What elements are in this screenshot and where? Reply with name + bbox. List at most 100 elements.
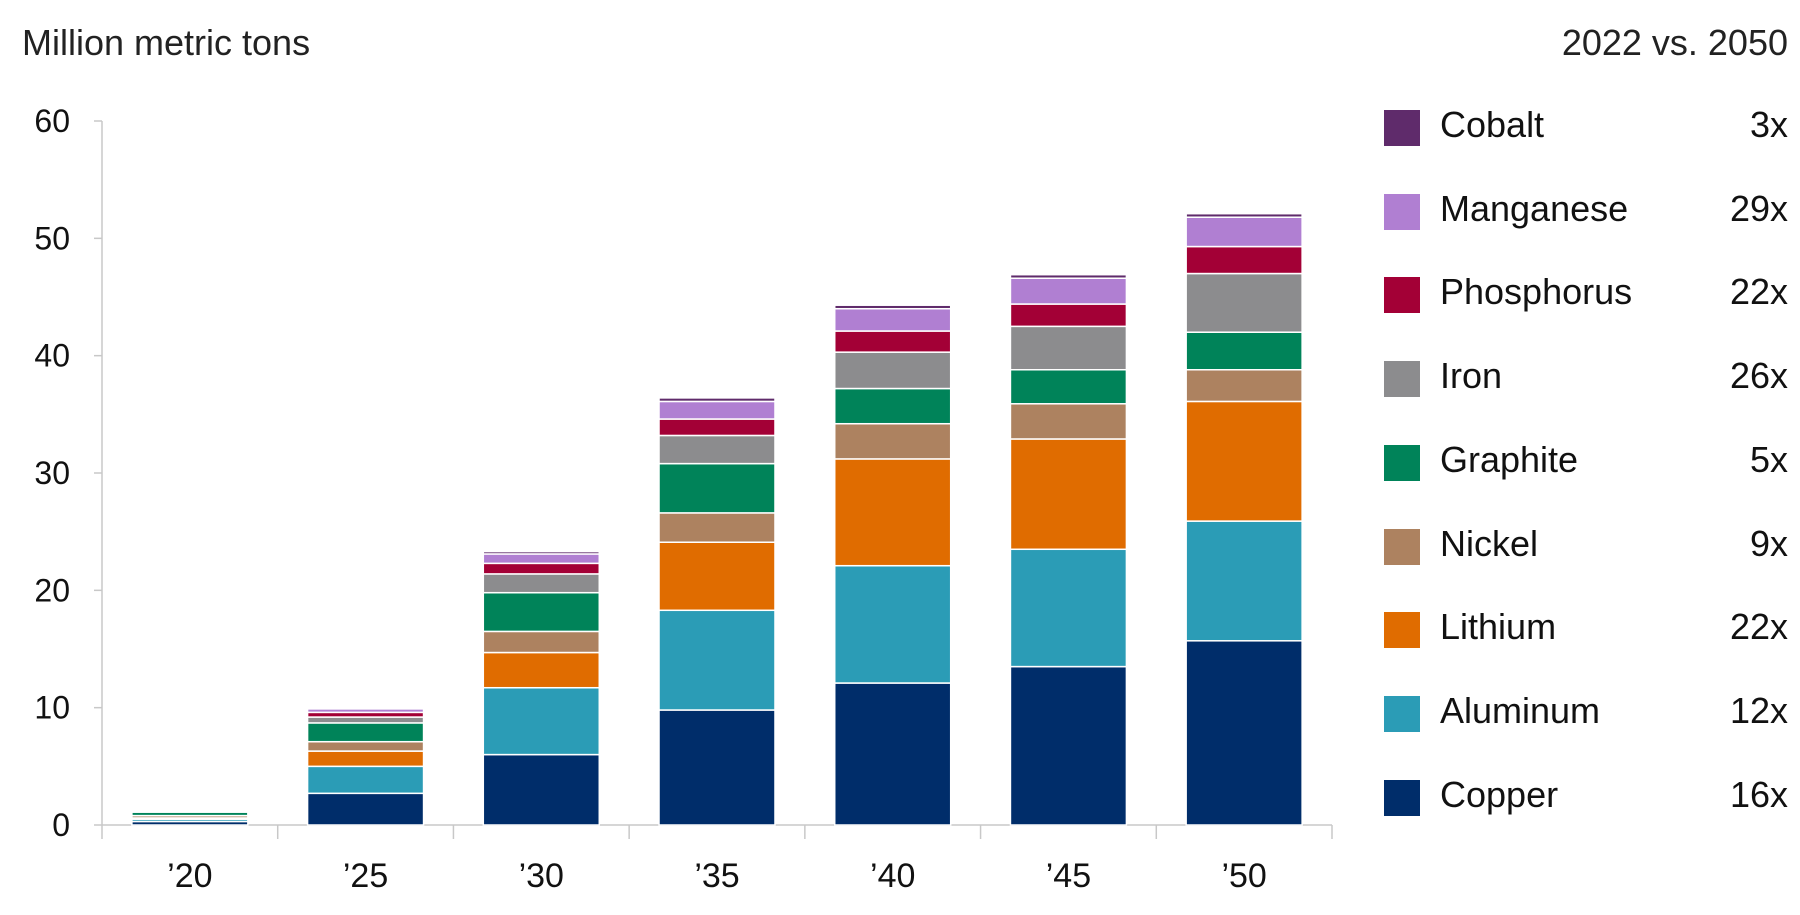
bar-segment-copper bbox=[1009, 665, 1128, 826]
bar-segment-cobalt bbox=[131, 807, 249, 810]
bar-segment-phosphorus bbox=[1009, 303, 1128, 328]
legend-label: Nickel bbox=[1440, 522, 1539, 564]
bar-segment-nickel bbox=[306, 740, 425, 752]
bar-segment-copper bbox=[482, 753, 601, 826]
bar-segment-lithium bbox=[833, 458, 952, 567]
bar-segment-manganese bbox=[1009, 277, 1128, 305]
legend-item-cobalt: Cobalt 3x bbox=[1384, 98, 1788, 158]
bar-segment-phosphorus bbox=[482, 562, 601, 575]
bar-segment-copper bbox=[833, 682, 952, 826]
bar-segment-iron bbox=[658, 434, 776, 465]
bar-segment-aluminum bbox=[482, 686, 601, 756]
y-tick-label: 50 bbox=[34, 220, 70, 256]
bar-segment-lithium bbox=[658, 541, 776, 612]
bar-segment-phosphorus bbox=[833, 330, 952, 353]
legend-multiplier: 26x bbox=[1729, 355, 1788, 397]
bar-segment-aluminum bbox=[306, 765, 425, 795]
bar-segment-iron bbox=[833, 351, 952, 390]
bar-segment-nickel bbox=[1185, 368, 1303, 403]
legend-label: Cobalt bbox=[1440, 104, 1545, 145]
bar-segment-aluminum bbox=[658, 609, 776, 711]
bar-segment-iron bbox=[1185, 272, 1303, 333]
legend-multiplier: 16x bbox=[1729, 773, 1788, 815]
legend-label: Manganese bbox=[1440, 187, 1629, 229]
bar-segment-lithium bbox=[306, 750, 425, 768]
bar-segment-nickel bbox=[482, 630, 601, 654]
x-tick-label: ’25 bbox=[343, 857, 388, 895]
bar-segment-nickel bbox=[833, 422, 952, 460]
bar-segment-graphite bbox=[306, 722, 425, 743]
bar-segment-copper bbox=[658, 709, 776, 826]
legend-multiplier: 12x bbox=[1729, 689, 1788, 731]
legend-label: Graphite bbox=[1440, 438, 1579, 480]
legend-item-manganese: Manganese 29x bbox=[1384, 182, 1788, 242]
legend-item-graphite: Graphite 5x bbox=[1384, 433, 1788, 493]
legend-swatch bbox=[1384, 361, 1420, 398]
legend-swatch bbox=[1384, 695, 1420, 732]
legend-multiplier: 9x bbox=[1749, 522, 1788, 564]
bar-segment-cobalt bbox=[306, 706, 425, 710]
legend-swatch bbox=[1384, 444, 1420, 481]
bar-segment-cobalt bbox=[658, 397, 776, 403]
legend-label: Aluminum bbox=[1440, 689, 1601, 731]
bar-segment-phosphorus bbox=[1185, 245, 1303, 275]
bar-segment-cobalt bbox=[1185, 212, 1303, 218]
x-tick-label: ’20 bbox=[167, 857, 212, 895]
legend-item-nickel: Nickel 9x bbox=[1384, 517, 1788, 577]
bar-segment-aluminum bbox=[1009, 548, 1128, 668]
bar-segment-graphite bbox=[833, 387, 952, 425]
bar-segment-cobalt bbox=[833, 304, 952, 310]
legend-label: Iron bbox=[1440, 355, 1503, 397]
bar-segment-nickel bbox=[658, 512, 776, 543]
comparison-header: 2022 vs. 2050 bbox=[1561, 22, 1788, 63]
bar-segment-copper bbox=[1185, 640, 1303, 826]
bar-segment-cobalt bbox=[482, 550, 601, 555]
x-tick-label: ’50 bbox=[1221, 857, 1266, 895]
y-axis-title: Million metric tons bbox=[22, 22, 311, 63]
bar-segment-aluminum bbox=[833, 564, 952, 684]
bar-segment-aluminum bbox=[1185, 520, 1303, 642]
legend-multiplier: 5x bbox=[1749, 438, 1788, 480]
y-tick-label: 40 bbox=[34, 338, 70, 374]
bar-segment-copper bbox=[306, 792, 425, 826]
legend-item-phosphorus: Phosphorus 22x bbox=[1384, 265, 1788, 325]
legend-label: Lithium bbox=[1440, 606, 1557, 648]
bar-segment-lithium bbox=[1009, 438, 1128, 551]
legend-item-lithium: Lithium 22x bbox=[1384, 600, 1788, 660]
legend-multiplier: 22x bbox=[1729, 271, 1788, 313]
x-tick-label: ’45 bbox=[1046, 857, 1091, 895]
legend-item-copper: Copper 16x bbox=[1384, 768, 1788, 828]
y-tick-label: 0 bbox=[52, 807, 70, 843]
legend-multiplier: 22x bbox=[1729, 606, 1788, 648]
bar-segment-iron bbox=[306, 716, 425, 724]
x-tick-label: ’40 bbox=[870, 857, 915, 895]
y-tick-label: 20 bbox=[34, 572, 70, 608]
bar-segment-graphite bbox=[482, 591, 601, 633]
bar-segment-manganese bbox=[833, 307, 952, 332]
x-tick-label: ’30 bbox=[519, 857, 564, 895]
legend-swatch bbox=[1384, 277, 1420, 314]
x-tick-label: ’35 bbox=[694, 857, 739, 895]
bar-segment-iron bbox=[1009, 325, 1128, 371]
bar-segment-phosphorus bbox=[658, 418, 776, 437]
legend-swatch bbox=[1384, 110, 1420, 146]
bar-segment-manganese bbox=[1185, 216, 1303, 248]
bar-segment-iron bbox=[482, 573, 601, 594]
legend-item-iron: Iron 26x bbox=[1384, 349, 1788, 409]
bar-segment-graphite bbox=[658, 462, 776, 514]
legend-swatch bbox=[1384, 779, 1420, 816]
legend-swatch bbox=[1384, 612, 1420, 649]
legend-label: Copper bbox=[1440, 773, 1559, 815]
y-tick-label: 10 bbox=[34, 690, 70, 726]
bar-segment-manganese bbox=[658, 400, 776, 420]
y-tick-label: 60 bbox=[34, 103, 70, 139]
bar-segment-cobalt bbox=[1009, 273, 1128, 279]
legend-label: Phosphorus bbox=[1440, 271, 1633, 313]
legend-swatch bbox=[1384, 528, 1420, 565]
bar-segment-lithium bbox=[482, 651, 601, 689]
bar-segment-graphite bbox=[1009, 368, 1128, 405]
bar-segment-graphite bbox=[1185, 331, 1303, 371]
legend-multiplier: 29x bbox=[1729, 187, 1788, 229]
legend-multiplier: 3x bbox=[1749, 104, 1788, 145]
